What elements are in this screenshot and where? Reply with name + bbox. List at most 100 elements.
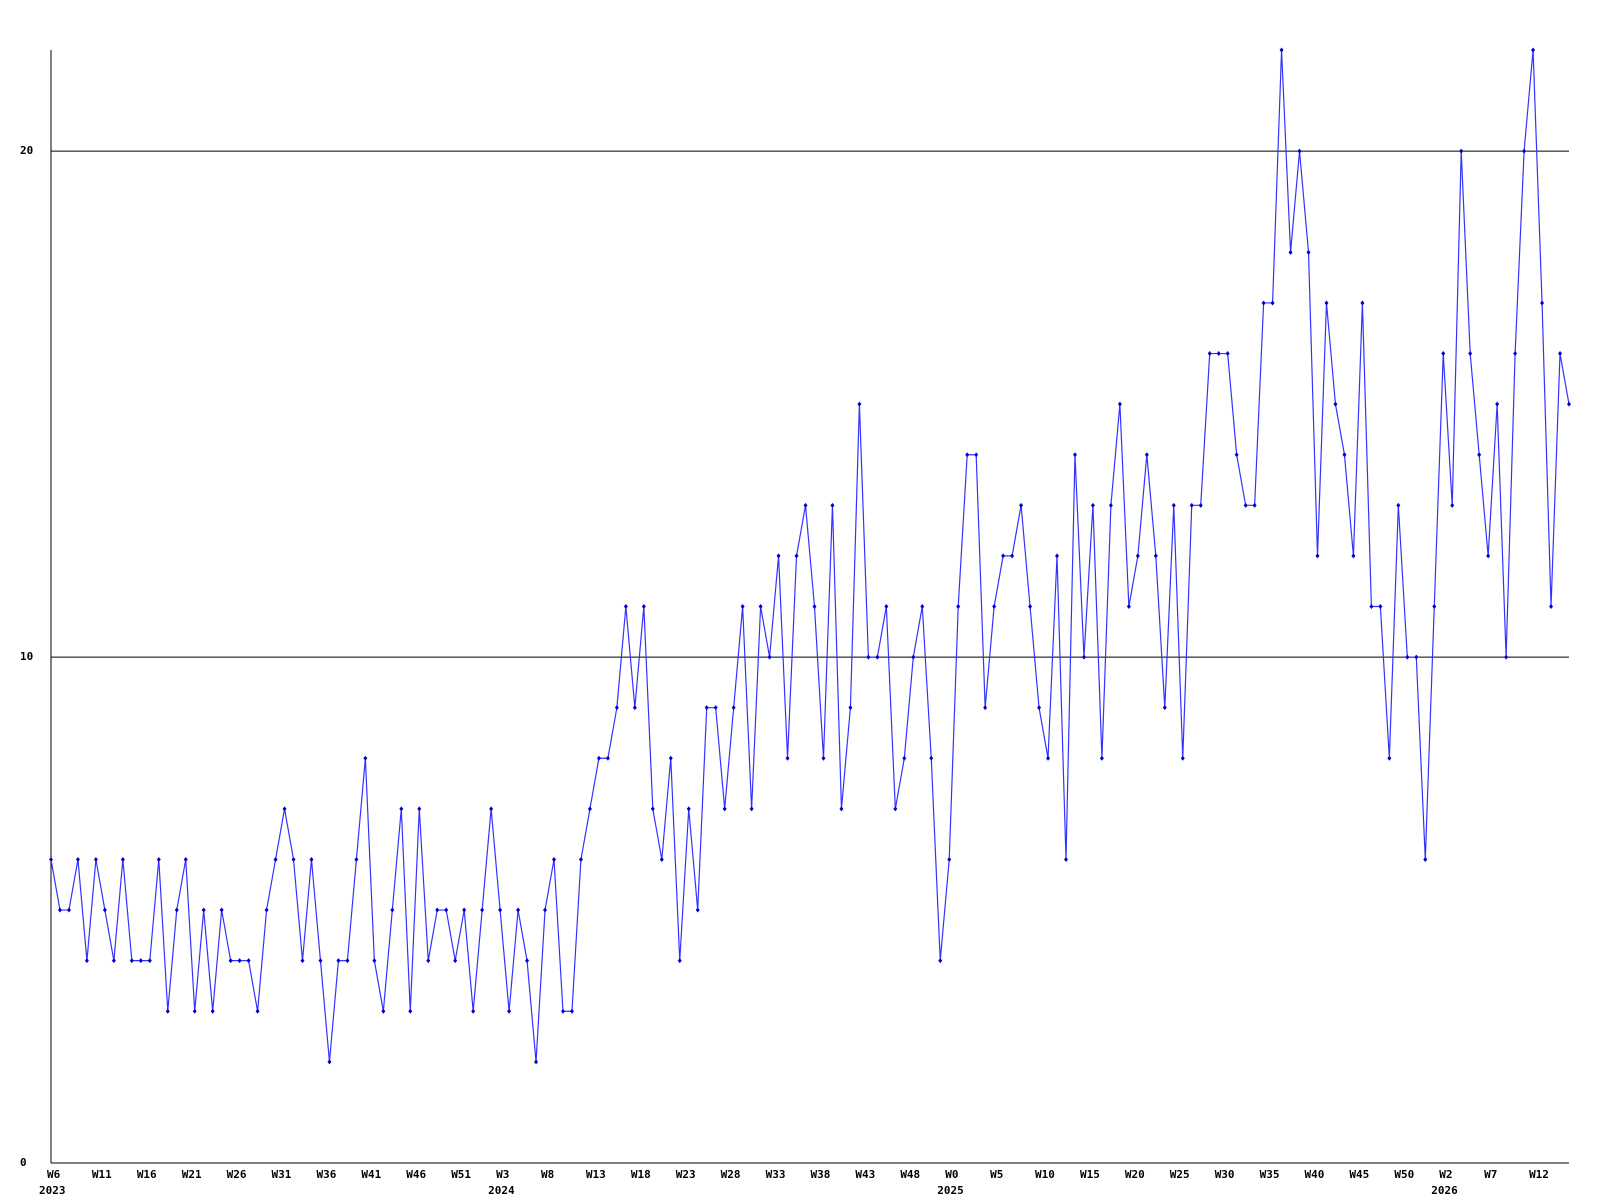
x-tick-label: W3 [496,1168,509,1181]
data-point [1279,47,1284,53]
data-point [731,705,736,711]
data-point [237,958,242,964]
data-point [318,958,323,964]
data-point [156,856,161,862]
x-group-label: 2024 [488,1184,515,1197]
data-point [210,1008,215,1014]
data-point [363,755,368,761]
data-point [1099,755,1104,761]
data-point [93,856,98,862]
data-point [1333,401,1338,407]
data-point [983,705,988,711]
data-point [605,755,610,761]
data-point [1558,351,1563,357]
data-point [408,1008,413,1014]
data-point [623,604,628,609]
data-point [1117,401,1122,407]
data-point [201,907,206,913]
x-tick-label: W33 [766,1168,786,1181]
data-point [102,907,107,913]
x-tick-label: W41 [361,1168,381,1181]
data-point [1288,249,1293,255]
data-point [219,907,224,913]
x-tick-label: W20 [1125,1168,1145,1181]
data-point [1423,856,1428,862]
x-tick-label: W51 [451,1168,471,1181]
data-point [740,604,745,609]
data-point [1028,604,1033,609]
data-point [659,856,664,862]
data-point [641,604,646,609]
data-point [1504,654,1509,660]
data-point [1369,604,1374,609]
data-point [1351,553,1356,559]
data-point [426,958,431,964]
data-point [1144,452,1149,458]
data-point [354,856,359,862]
data-point [1180,755,1185,761]
data-point [543,907,548,913]
data-point [1090,502,1095,508]
x-tick-label: W35 [1260,1168,1280,1181]
data-point [228,958,233,964]
data-point [650,806,655,812]
data-point [1243,502,1248,508]
data-point [534,1059,539,1065]
data-point [848,705,853,711]
data-point [614,705,619,711]
data-point [345,958,350,964]
data-point [1153,553,1158,559]
data-point [749,806,754,812]
data-point [677,958,682,964]
data-point [507,1008,512,1014]
data-point [875,654,880,660]
x-tick-label: W13 [586,1168,606,1181]
data-point [444,907,449,913]
data-point [417,806,422,812]
data-point [1396,502,1401,508]
data-point [1297,148,1302,154]
data-point [1270,300,1275,306]
x-tick-label: W45 [1349,1168,1369,1181]
x-tick-label: W50 [1394,1168,1414,1181]
data-point [1450,502,1455,508]
data-point [902,755,907,761]
data-point [884,604,889,609]
data-point [282,806,287,812]
x-tick-label: W8 [541,1168,554,1181]
x-tick-label: W36 [316,1168,336,1181]
data-point [704,705,709,711]
data-point [839,806,844,812]
data-point [1234,452,1239,458]
data-point [776,553,781,559]
y-tick-label: 0 [20,1156,27,1169]
data-point [1468,351,1473,357]
data-point [165,1008,170,1014]
data-point [57,907,62,913]
x-tick-label: W30 [1215,1168,1235,1181]
data-point [372,958,377,964]
data-point [1567,401,1571,407]
data-point [183,856,188,862]
data-point [785,755,790,761]
x-tick-label: W6 [47,1168,61,1181]
data-point [866,654,871,660]
x-tick-label: W23 [676,1168,696,1181]
data-point [1135,553,1140,559]
x-tick-label: W40 [1305,1168,1325,1181]
data-point [1108,502,1113,508]
data-point [569,1008,574,1014]
data-line [50,49,1570,1062]
data-point [938,958,943,964]
x-tick-label: W25 [1170,1168,1190,1181]
x-tick-label: W26 [227,1168,247,1181]
data-point [327,1059,332,1065]
data-point [480,907,485,913]
data-point [255,1008,260,1014]
x-tick-label: W18 [631,1168,651,1181]
data-point [668,755,673,761]
data-point [1207,351,1212,357]
data-point [390,907,395,913]
data-point [578,856,583,862]
